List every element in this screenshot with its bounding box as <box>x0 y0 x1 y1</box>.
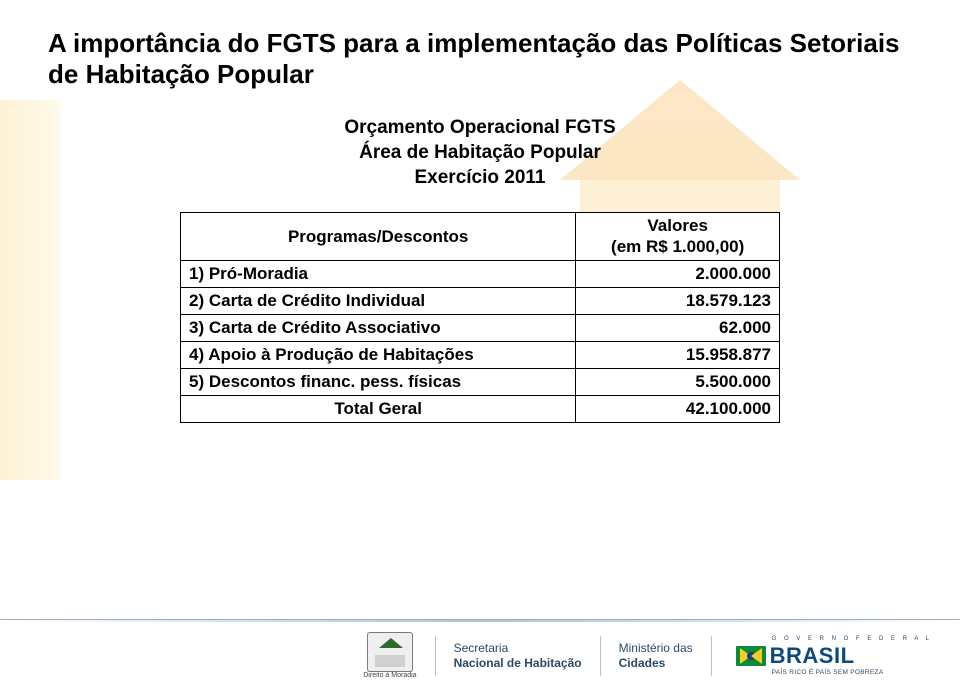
col-header-valores: Valores (em R$ 1.000,00) <box>576 213 780 261</box>
table-total-row: Total Geral 42.100.000 <box>181 396 780 423</box>
brasil-logo: G O V E R N O F E D E R A L BRASIL PAÍS … <box>736 636 932 676</box>
moradia-caption: Direito à Moradia <box>363 672 416 679</box>
table-row: 5) Descontos financ. pess. físicas 5.500… <box>181 369 780 396</box>
row-value: 2.000.000 <box>576 261 780 288</box>
row-label: 4) Apoio à Produção de Habitações <box>181 342 576 369</box>
table-row: 3) Carta de Crédito Associativo 62.000 <box>181 315 780 342</box>
footer-separator <box>600 636 601 676</box>
table-row: 4) Apoio à Produção de Habitações 15.958… <box>181 342 780 369</box>
row-value: 5.500.000 <box>576 369 780 396</box>
secretaria-line1: Secretaria <box>454 641 509 655</box>
row-value: 62.000 <box>576 315 780 342</box>
col-header-valores-line2: (em R$ 1.000,00) <box>611 237 744 256</box>
governo-federal-text: G O V E R N O F E D E R A L <box>736 636 932 642</box>
brasil-tagline: PAÍS RICO É PAÍS SEM POBREZA <box>736 669 884 676</box>
secretaria-block: Secretaria Nacional de Habitação <box>454 641 582 670</box>
subtitle-line: Orçamento Operacional FGTS <box>48 116 912 141</box>
row-value: 18.579.123 <box>576 288 780 315</box>
slide-content: A importância do FGTS para a implementaç… <box>0 0 960 423</box>
subtitle-line: Área de Habitação Popular <box>48 141 912 166</box>
ministerio-line2: Cidades <box>619 656 666 670</box>
footer-rule <box>0 620 960 622</box>
slide-subtitle: Orçamento Operacional FGTS Área de Habit… <box>48 116 912 190</box>
brasil-word: BRASIL <box>770 643 855 669</box>
ministerio-block: Ministério das Cidades <box>619 641 693 670</box>
secretaria-line2: Nacional de Habitação <box>454 656 582 670</box>
table-row: 1) Pró-Moradia 2.000.000 <box>181 261 780 288</box>
row-label: 5) Descontos financ. pess. físicas <box>181 369 576 396</box>
footer-separator <box>435 636 436 676</box>
row-label: 2) Carta de Crédito Individual <box>181 288 576 315</box>
footer-bar: Direito à Moradia Secretaria Nacional de… <box>0 619 960 691</box>
ministerio-line1: Ministério das <box>619 641 693 655</box>
row-label: 3) Carta de Crédito Associativo <box>181 315 576 342</box>
footer-inner: Direito à Moradia Secretaria Nacional de… <box>0 620 960 691</box>
moradia-logo: Direito à Moradia <box>363 632 416 679</box>
row-label: 1) Pró-Moradia <box>181 261 576 288</box>
slide-title: A importância do FGTS para a implementaç… <box>48 28 912 90</box>
budget-table: Programas/Descontos Valores (em R$ 1.000… <box>180 212 780 423</box>
row-value: 15.958.877 <box>576 342 780 369</box>
footer-separator <box>711 636 712 676</box>
total-label: Total Geral <box>181 396 576 423</box>
brasil-flag-icon <box>736 646 766 666</box>
table-header-row: Programas/Descontos Valores (em R$ 1.000… <box>181 213 780 261</box>
subtitle-line: Exercício 2011 <box>48 166 912 191</box>
budget-table-wrap: Programas/Descontos Valores (em R$ 1.000… <box>180 212 780 423</box>
col-header-valores-line1: Valores <box>647 216 708 235</box>
total-value: 42.100.000 <box>576 396 780 423</box>
table-row: 2) Carta de Crédito Individual 18.579.12… <box>181 288 780 315</box>
house-icon <box>367 632 413 672</box>
col-header-programas: Programas/Descontos <box>181 213 576 261</box>
